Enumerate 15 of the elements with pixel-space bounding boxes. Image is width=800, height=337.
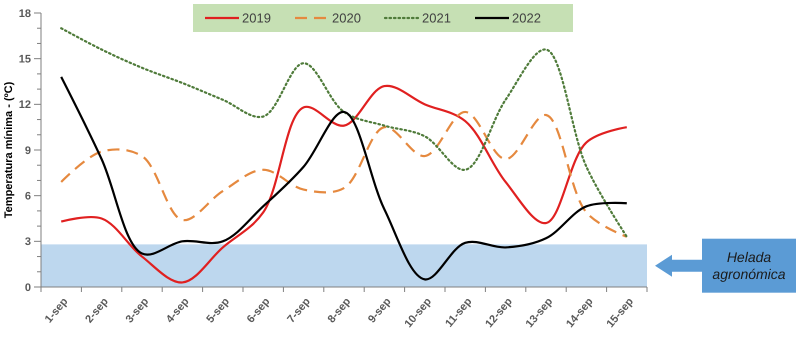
legend-label: 2020 <box>332 10 361 26</box>
y-tick-label: 18 <box>18 8 31 20</box>
y-tick-label: 6 <box>24 190 31 203</box>
y-tick-label: 9 <box>24 144 31 157</box>
y-tick-label: 15 <box>18 54 31 66</box>
legend-label: 2021 <box>422 10 451 26</box>
y-tick-label: 0 <box>24 282 31 294</box>
line-series <box>60 110 628 238</box>
legend-label: 2022 <box>512 10 541 26</box>
y-tick-label: 12 <box>18 99 31 112</box>
text: Helada agronómica <box>712 249 786 282</box>
line-series <box>60 27 628 238</box>
legend-label: 2019 <box>242 10 271 26</box>
y-axis-title: Temperatura mínima - (ºC) <box>3 81 15 218</box>
y-tick-label: 3 <box>24 236 31 248</box>
